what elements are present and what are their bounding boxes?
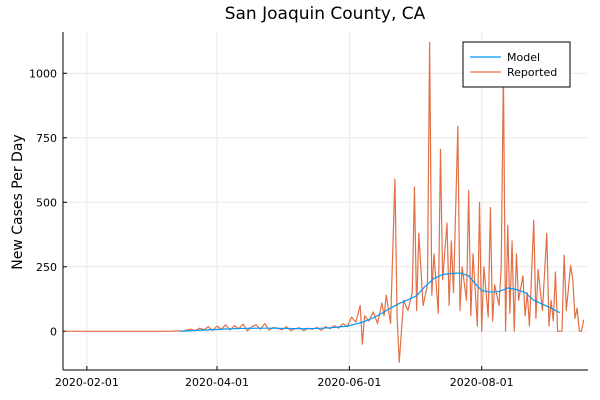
series-line-reported bbox=[65, 41, 585, 363]
x-tick-label: 2020-02-01 bbox=[55, 376, 119, 389]
ticks: 0 250 500 750 1000 2020-02-01 2020-04-01 2020-0… bbox=[29, 67, 514, 389]
chart-title: San Joaquin County, CA bbox=[225, 4, 426, 24]
x-tick-label: 2020-06-01 bbox=[317, 376, 381, 389]
gridlines bbox=[63, 32, 588, 370]
y-tick-label: 500 bbox=[36, 196, 57, 209]
x-tick-label: 2020-08-01 bbox=[450, 376, 514, 389]
y-tick-label: 250 bbox=[36, 261, 57, 274]
axes bbox=[62, 32, 588, 371]
y-tick-label: 1000 bbox=[29, 67, 57, 80]
y-tick-label: 0 bbox=[50, 325, 57, 338]
y-tick-label: 750 bbox=[36, 132, 57, 145]
legend-label: Reported bbox=[507, 66, 557, 79]
x-tick-label: 2020-04-01 bbox=[185, 376, 249, 389]
series bbox=[65, 41, 585, 363]
series-line-model bbox=[180, 272, 561, 332]
legend-box bbox=[462, 41, 571, 88]
legend-label: Model bbox=[507, 51, 540, 64]
legend: Model Reported bbox=[462, 41, 571, 88]
y-axis-label: New Cases Per Day bbox=[10, 134, 26, 269]
